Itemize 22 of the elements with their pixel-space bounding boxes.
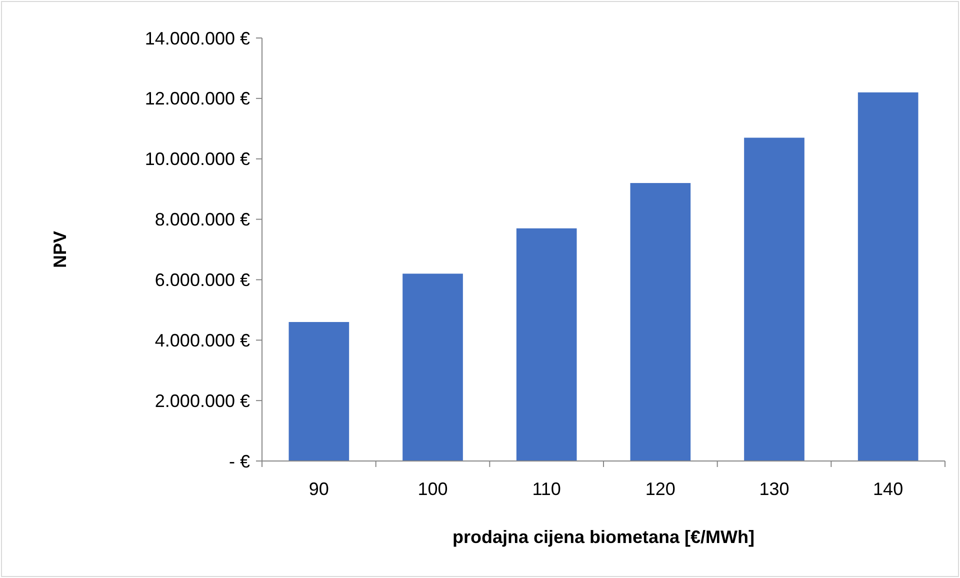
- bar: [744, 138, 804, 461]
- y-tick-label: 8.000.000 €: [154, 210, 250, 230]
- y-tick-label: 6.000.000 €: [154, 270, 250, 290]
- x-tick-label: 140: [873, 479, 904, 499]
- y-tick-label: 4.000.000 €: [154, 330, 250, 350]
- y-tick-label: - €: [228, 451, 250, 472]
- x-axis-title: prodajna cijena biometana [€/MWh]: [452, 527, 755, 547]
- x-tick-label: 90: [308, 479, 329, 499]
- x-tick-label: 110: [532, 479, 561, 499]
- bar: [288, 322, 350, 461]
- x-tick-label: 120: [645, 479, 676, 499]
- bar: [516, 228, 577, 461]
- x-tick-label: 130: [759, 479, 790, 499]
- bar: [402, 274, 463, 461]
- bar: [630, 183, 691, 461]
- y-tick-label: 12.000.000 €: [144, 88, 250, 109]
- x-tick-label: 100: [418, 479, 448, 499]
- y-tick-label: 2.000.000 €: [154, 390, 250, 411]
- bar: [858, 92, 918, 461]
- y-axis-title: NPV: [50, 230, 70, 268]
- y-tick-label: 10.000.000 €: [144, 149, 250, 170]
- y-tick-label: 14.000.000 €: [144, 28, 250, 48]
